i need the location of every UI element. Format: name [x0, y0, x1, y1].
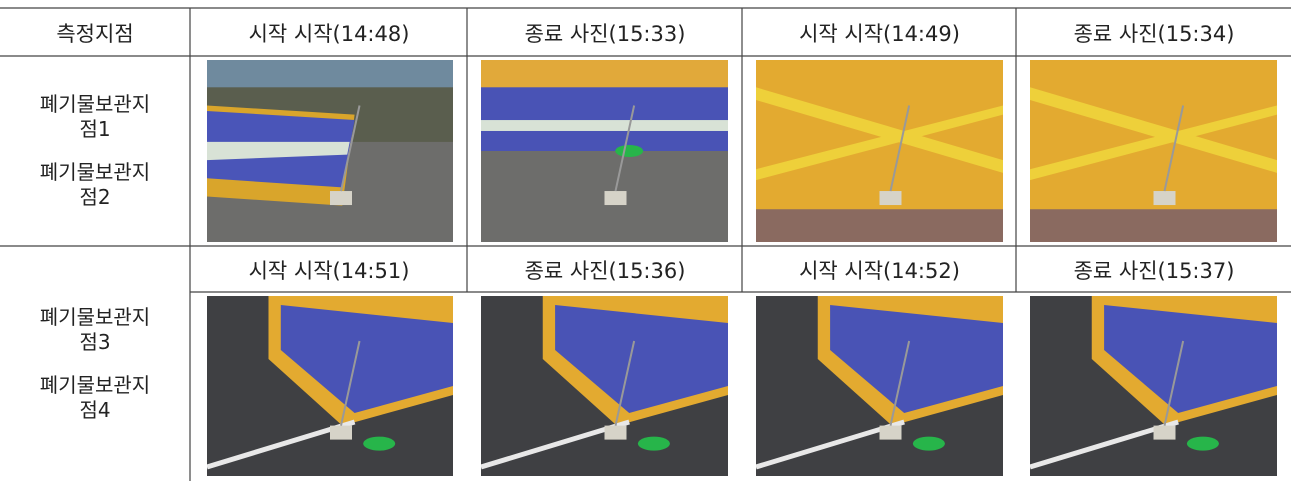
photo-shape: [912, 436, 945, 451]
photo-shape: [1030, 105, 1277, 181]
photo-shape: [207, 141, 350, 161]
photo: [481, 296, 728, 476]
photo-shape: [889, 105, 911, 192]
subheader-cell: 종료 사진(15:37): [1073, 258, 1235, 283]
photo-shape: [615, 145, 644, 157]
photo-shape: [879, 425, 902, 440]
photo-shape: [1030, 209, 1277, 242]
photo-shape: [280, 305, 453, 413]
photo-shape: [481, 120, 728, 131]
photo-content: [207, 60, 453, 242]
photo-shape: [879, 191, 902, 206]
row-label: 폐기물보관지점1: [0, 92, 190, 142]
label-text: 폐기물보관지점3: [39, 305, 151, 354]
photo-shape: [481, 87, 728, 151]
photo-content: [756, 60, 1003, 242]
photo-shape: [1186, 436, 1219, 451]
photo-shape: [756, 209, 1003, 242]
photo: [1030, 60, 1277, 242]
photo: [756, 296, 1003, 476]
header-cell: 시작 시작(14:49): [799, 21, 960, 46]
photo-shape: [1153, 191, 1176, 206]
label-text: 폐기물보관지점2: [39, 160, 151, 209]
photo-shape: [604, 425, 627, 440]
photo: [207, 60, 453, 242]
header-cell: 종료 사진(15:34): [1073, 21, 1235, 46]
row-label: 폐기물보관지점4: [0, 373, 190, 423]
photo-shape: [637, 436, 670, 451]
photo-shape: [614, 105, 636, 192]
photo-shape: [756, 87, 1003, 173]
photo-shape: [340, 340, 361, 426]
header-cell: 측정지점: [56, 21, 134, 46]
row-label: 폐기물보관지점2: [0, 160, 190, 210]
photo: [207, 296, 453, 476]
photo: [481, 60, 728, 242]
label-text: 폐기물보관지점1: [39, 92, 151, 141]
photo: [756, 60, 1003, 242]
photo-content: [481, 296, 728, 476]
row-label: 폐기물보관지점3: [0, 305, 190, 355]
photo-shape: [330, 191, 352, 206]
header-cell: 시작 시작(14:48): [248, 21, 410, 46]
photo-shape: [889, 340, 911, 426]
label-text: 폐기물보관지점4: [39, 373, 151, 422]
photo-content: [756, 296, 1003, 476]
photo-content: [1030, 296, 1277, 476]
photo-shape: [330, 425, 352, 440]
photo-shape: [1153, 425, 1176, 440]
photo-shape: [1030, 87, 1277, 173]
photo-shape: [1163, 105, 1185, 192]
photo-content: [1030, 60, 1277, 242]
photo-shape: [1163, 340, 1185, 426]
photo-shape: [756, 105, 1003, 181]
photo-shape: [604, 191, 627, 206]
photo-content: [481, 60, 728, 242]
photo-shape: [830, 305, 1003, 413]
photo-shape: [340, 105, 361, 192]
photo-shape: [614, 340, 636, 426]
photo-content: [207, 296, 453, 476]
photo-shape: [1104, 305, 1277, 413]
rules: [0, 7, 1291, 481]
subheader-cell: 시작 시작(14:52): [799, 258, 960, 283]
photo-shape: [363, 436, 396, 451]
subheader-cell: 종료 사진(15:36): [524, 258, 686, 283]
photo-shape: [555, 305, 728, 413]
photos: [207, 60, 1277, 476]
header-cell: 종료 사진(15:33): [524, 21, 686, 46]
photo: [1030, 296, 1277, 476]
subheader-cell: 시작 시작(14:51): [248, 258, 410, 283]
